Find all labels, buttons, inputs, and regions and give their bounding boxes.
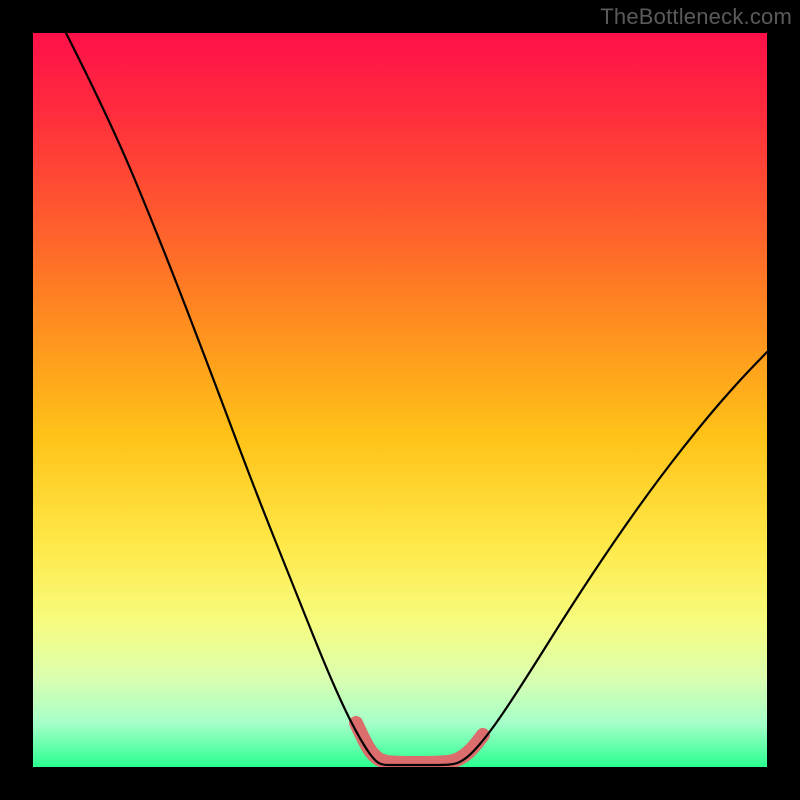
bottleneck-curve-chart [0,0,800,800]
heatmap-gradient-background [33,33,767,767]
chart-container: TheBottleneck.com [0,0,800,800]
attribution-label: TheBottleneck.com [600,4,792,30]
